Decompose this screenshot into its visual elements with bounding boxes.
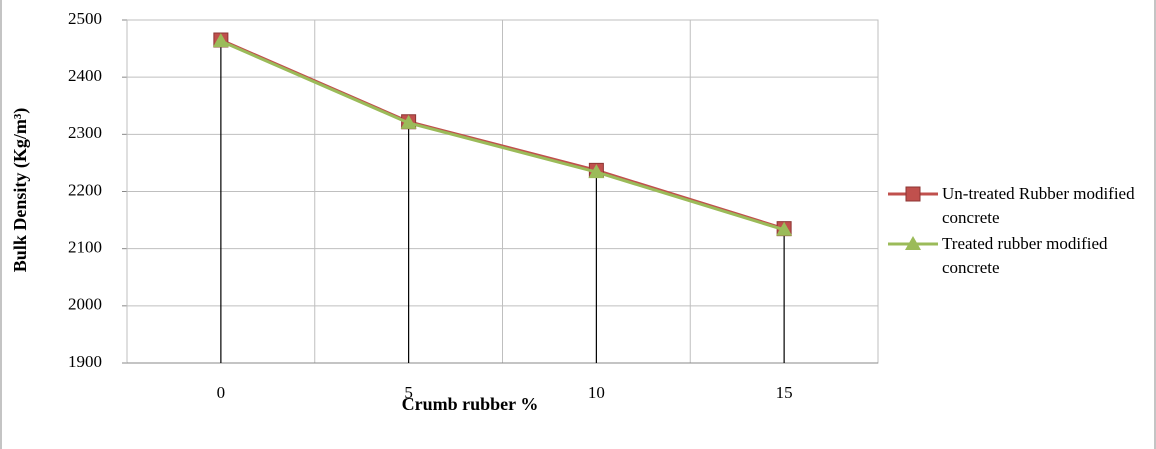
y-axis-title: Bulk Density (Kg/m³) bbox=[10, 108, 31, 272]
y-tick-label: 2000 bbox=[68, 295, 102, 314]
y-tick-label: 2400 bbox=[68, 66, 102, 85]
x-tick-label: 5 bbox=[404, 383, 413, 402]
series-line bbox=[220, 39, 785, 232]
marker bbox=[776, 221, 793, 236]
x-axis-title: Crumb rubber % bbox=[402, 394, 539, 414]
marker bbox=[905, 186, 921, 202]
marker bbox=[400, 114, 417, 129]
y-tick-label: 2100 bbox=[68, 238, 102, 257]
y-tick-label: 2200 bbox=[68, 180, 102, 199]
legend-label: Treated rubber modified concrete bbox=[942, 234, 1108, 277]
y-tick-label: 2500 bbox=[68, 9, 102, 28]
x-tick-label: 0 bbox=[217, 383, 226, 402]
legend-label: Un-treated Rubber modified concrete bbox=[942, 184, 1135, 227]
y-tick-label: 1900 bbox=[68, 352, 102, 371]
y-tick-label: 2300 bbox=[68, 123, 102, 142]
marker bbox=[905, 236, 921, 250]
x-tick-label: 10 bbox=[588, 383, 605, 402]
marker bbox=[212, 33, 229, 48]
marker bbox=[588, 164, 605, 179]
x-tick-label: 15 bbox=[776, 383, 793, 402]
